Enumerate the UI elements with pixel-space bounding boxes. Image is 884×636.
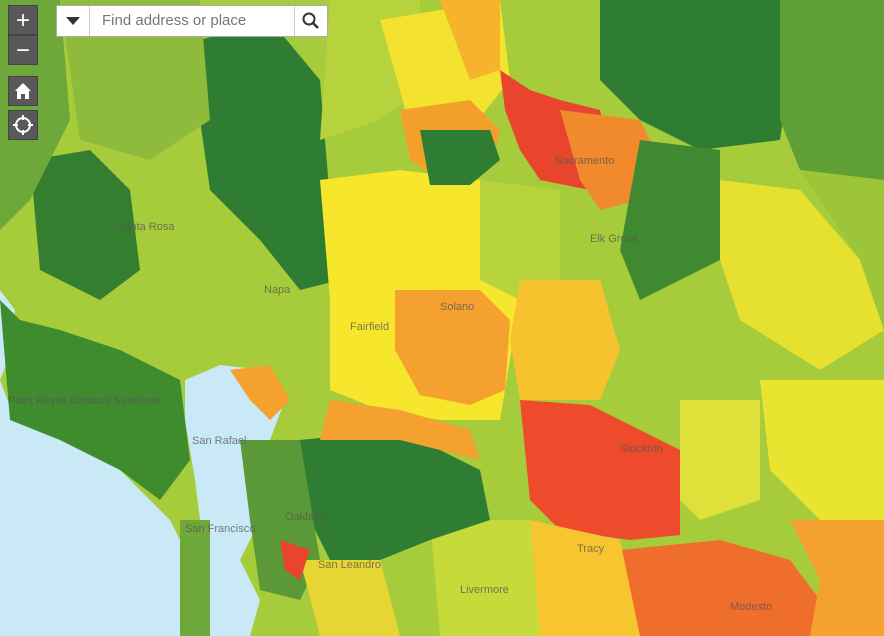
search-input[interactable]: Find address or place <box>102 12 247 29</box>
region <box>620 540 820 636</box>
region <box>600 0 800 150</box>
region <box>620 140 720 300</box>
region <box>280 540 310 580</box>
search-dropdown[interactable] <box>57 6 90 36</box>
place-label: Modesto <box>730 601 772 613</box>
place-label: San Rafael <box>192 435 246 447</box>
region <box>30 150 140 300</box>
region <box>780 0 884 180</box>
dropdown-icon <box>66 17 80 25</box>
region <box>300 430 490 560</box>
region <box>430 520 540 636</box>
region <box>720 180 884 370</box>
zoom-out-button[interactable]: − <box>8 35 38 65</box>
region <box>395 290 510 405</box>
place-label: Sacramento <box>555 155 614 167</box>
region <box>520 400 680 540</box>
region <box>60 0 210 160</box>
place-label: Elk Grove <box>590 233 638 245</box>
place-label: Oakland <box>285 511 326 523</box>
region <box>480 180 560 300</box>
search-box[interactable]: Find address or place <box>56 5 328 37</box>
region <box>530 520 640 636</box>
place-label: Point Reyes National Seashore <box>8 395 161 407</box>
place-label: Fairfield <box>350 321 389 333</box>
search-icon <box>302 12 319 29</box>
locate-icon <box>13 115 33 135</box>
search-button[interactable] <box>294 6 327 36</box>
place-label: Solano <box>440 301 474 313</box>
region <box>790 520 884 636</box>
locate-button[interactable] <box>8 110 38 140</box>
region <box>320 400 480 460</box>
place-label: Santa Rosa <box>117 221 175 233</box>
region <box>180 520 210 636</box>
place-label: San Francisco <box>185 523 255 535</box>
region <box>230 365 290 420</box>
place-label: Stockton <box>620 443 663 455</box>
region <box>300 560 400 636</box>
place-label: Tracy <box>577 543 605 555</box>
region <box>420 130 500 185</box>
region <box>760 380 884 520</box>
water <box>0 380 190 636</box>
place-label: San Leandro <box>318 559 381 571</box>
region <box>200 20 340 290</box>
home-icon <box>15 83 31 99</box>
region <box>0 300 190 500</box>
region <box>440 0 500 80</box>
zoom-in-button[interactable]: + <box>8 5 38 35</box>
region <box>800 170 884 330</box>
place-label: Livermore <box>460 584 509 596</box>
region <box>510 280 620 400</box>
place-label: Napa <box>264 284 291 296</box>
home-button[interactable] <box>8 76 38 106</box>
region <box>680 400 760 520</box>
